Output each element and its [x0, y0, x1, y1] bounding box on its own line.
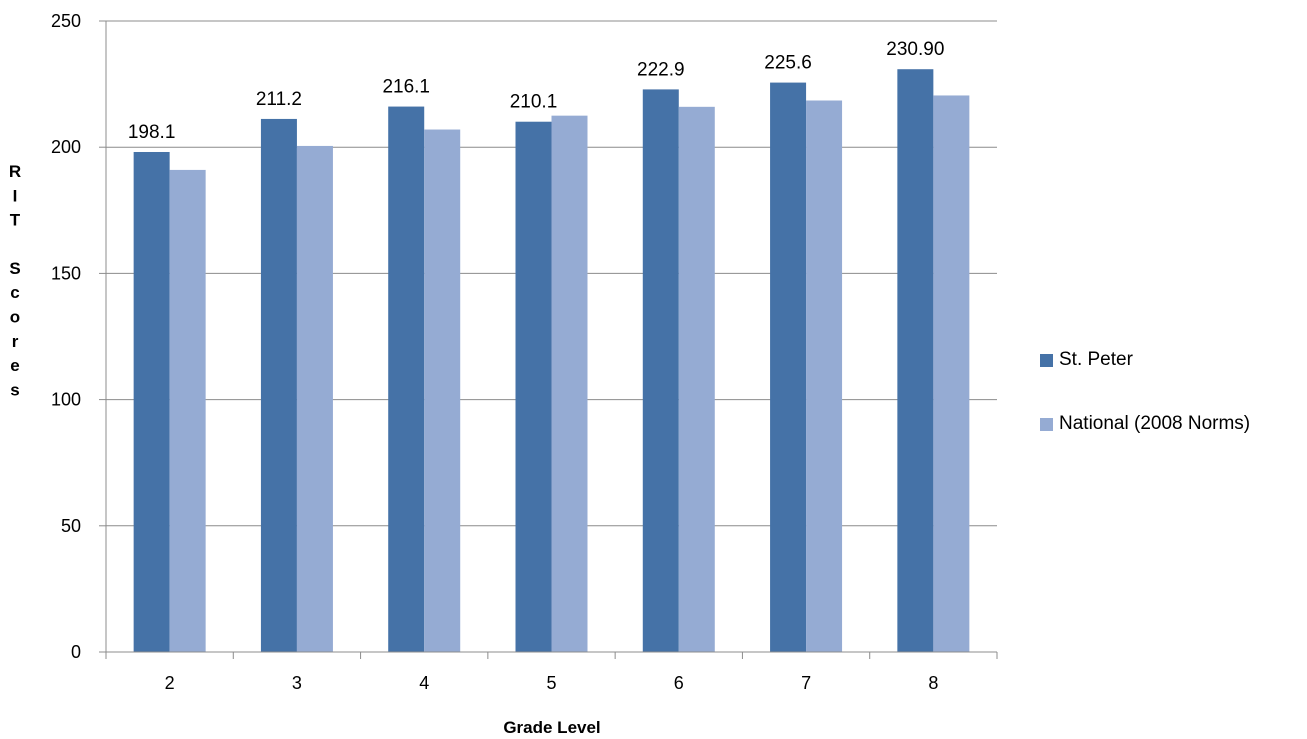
bar-national-grade-3 [296, 145, 333, 653]
bar-st-peter-grade-2 [133, 151, 170, 652]
y-axis-title-char: R [9, 162, 21, 181]
data-label: 198.1 [128, 122, 176, 143]
data-label: 225.6 [764, 53, 812, 74]
y-axis-title-char: T [10, 211, 21, 230]
data-label: 222.9 [637, 59, 685, 80]
x-tick-label: 2 [165, 673, 175, 693]
x-tick-label: 5 [546, 673, 556, 693]
bar-national-grade-5 [551, 115, 588, 652]
y-axis-title-char: o [10, 308, 20, 327]
data-label: 211.2 [256, 89, 302, 110]
y-tick-label: 250 [51, 11, 81, 31]
x-tick-label: 6 [674, 673, 684, 693]
legend-item-national: National (2008 Norms) [1040, 412, 1250, 436]
data-label: 230.90 [886, 39, 944, 60]
x-axis-title: Grade Level [503, 718, 600, 737]
y-axis-title-char: I [13, 186, 18, 205]
x-tick-label: 4 [419, 673, 429, 693]
y-axis-title-char: e [10, 356, 19, 375]
bars [133, 69, 970, 653]
axes: 0 50 100 150 200 250 2 3 4 5 6 7 8 [51, 11, 998, 693]
bar-st-peter-grade-7 [770, 82, 807, 653]
bar-national-grade-4 [424, 129, 461, 653]
x-tick-label: 3 [292, 673, 302, 693]
legend-swatch-st-peter [1040, 353, 1053, 367]
bar-st-peter-grade-5 [515, 121, 552, 653]
bar-national-grade-2 [169, 169, 206, 652]
legend: St. Peter National (2008 Norms) [1040, 348, 1250, 476]
y-tick-label: 150 [51, 263, 81, 283]
bar-st-peter-grade-8 [897, 69, 934, 653]
y-tick-label: 200 [51, 137, 81, 157]
x-tick-label: 7 [801, 673, 811, 693]
y-axis-title-char: s [10, 380, 19, 399]
y-axis-title-char: r [12, 332, 19, 351]
legend-label-national: National (2008 Norms) [1059, 413, 1251, 434]
x-tick-label: 8 [928, 673, 938, 693]
bar-national-grade-6 [678, 106, 715, 653]
bar-st-peter-grade-3 [260, 118, 297, 652]
data-label: 216.1 [382, 77, 430, 98]
y-axis-title-char: S [9, 259, 20, 278]
legend-item-st-peter: St. Peter [1040, 348, 1250, 372]
bar-national-grade-7 [806, 100, 843, 653]
bar-st-peter-grade-4 [388, 106, 425, 652]
y-axis-title-char: c [10, 283, 19, 302]
y-tick-label: 0 [71, 642, 81, 662]
data-label: 210.1 [510, 92, 558, 113]
legend-label-st-peter: St. Peter [1059, 349, 1133, 370]
y-tick-label: 50 [61, 516, 81, 536]
data-labels: 198.1 211.2 216.1 210.1 222.9 225.6 230.90 [128, 39, 945, 143]
bar-st-peter-grade-6 [642, 89, 679, 653]
y-tick-label: 100 [51, 390, 81, 410]
bar-national-grade-8 [933, 95, 970, 652]
legend-swatch-national [1040, 417, 1053, 431]
